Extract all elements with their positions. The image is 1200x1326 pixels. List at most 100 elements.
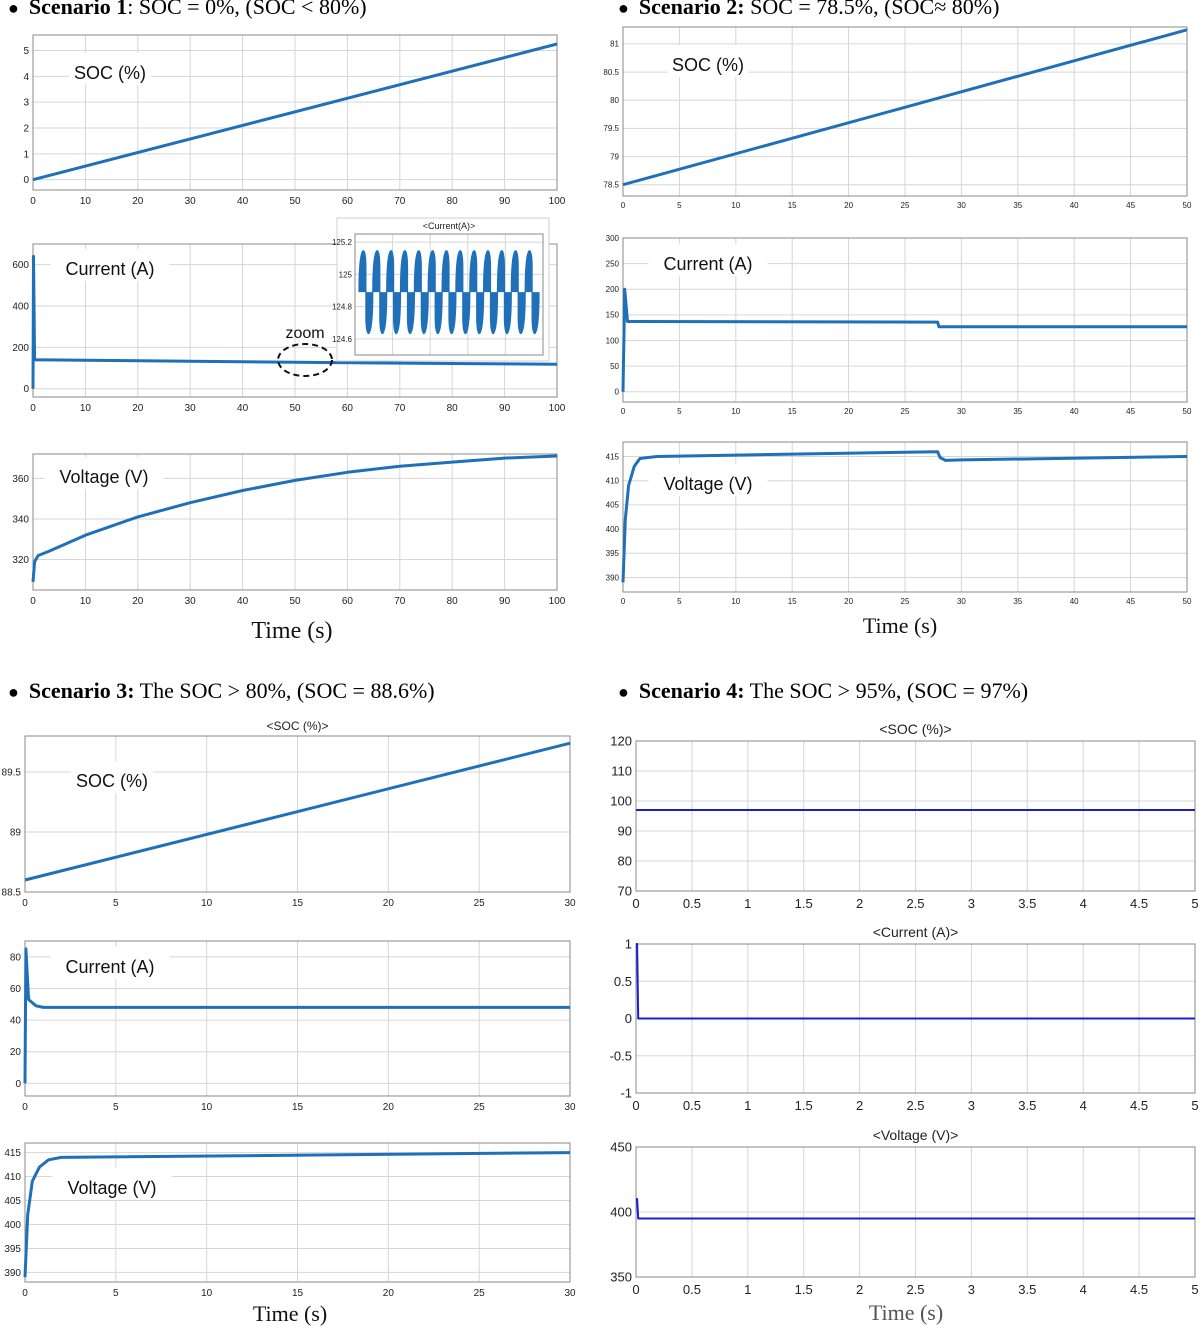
series-line — [636, 1198, 1195, 1220]
x-tick-label: 25 — [901, 597, 910, 606]
x-tick-label: 0 — [632, 896, 639, 911]
plot-frame — [32, 453, 558, 591]
y-tick-label: 300 — [606, 234, 620, 243]
x-tick-label: 20 — [132, 196, 144, 207]
y-tick-label: 79.5 — [603, 124, 619, 133]
x-tick-label: 1 — [744, 896, 751, 911]
x-tick-label: 100 — [549, 403, 566, 414]
x-tick-label: 30 — [957, 201, 966, 210]
x-tick-label: 40 — [1070, 407, 1079, 416]
chart-s2_cur: 0 5 10 15 20 25 30 35 40 45 50 0 50 100 150 200 250 300 Cu… — [606, 234, 1192, 416]
plot-frame — [24, 735, 571, 893]
x-tick-label: 4.5 — [1130, 1098, 1148, 1113]
y-tick-label: 79 — [610, 152, 619, 161]
x-tick-label: 0 — [621, 201, 626, 210]
y-tick-label: 0 — [23, 175, 29, 186]
x-tick-label: 10 — [80, 403, 92, 414]
x-tick-label: 40 — [237, 403, 249, 414]
chart-label: Current (A) — [65, 259, 154, 279]
x-tick-label: 4 — [1080, 1282, 1087, 1297]
x-tick-label: 25 — [901, 201, 910, 210]
x-tick-label: 25 — [474, 1288, 486, 1299]
x-tick-label: 0 — [22, 1288, 28, 1299]
x-tick-label: 35 — [1013, 597, 1022, 606]
plot-frame — [32, 34, 558, 191]
chart-title: <Voltage (V)> — [873, 1127, 959, 1143]
x-tick-label: 2.5 — [906, 896, 924, 911]
y-tick-label: 0.5 — [614, 974, 632, 989]
scenario-3-title: ● Scenario 3: The SOC > 80%, (SOC = 88.6%… — [8, 678, 435, 703]
y-tick-label: 50 — [610, 362, 619, 371]
label-backdrop — [648, 464, 768, 496]
x-tick-label: 40 — [1070, 201, 1079, 210]
series-line — [24, 741, 571, 882]
label-backdrop — [50, 249, 170, 281]
y-tick-label: 5 — [23, 46, 29, 57]
y-tick-label: 80 — [10, 952, 22, 963]
x-tick-label: 30 — [185, 596, 197, 607]
y-tick-label: 0 — [625, 1011, 632, 1026]
x-tick-label: 30 — [185, 403, 197, 414]
inset-tick-label: 125.2 — [332, 238, 353, 247]
series-line — [31, 454, 558, 583]
x-tick-label: 4 — [1080, 1098, 1087, 1113]
x-tick-label: 30 — [564, 898, 576, 909]
x-tick-label: 3.5 — [1018, 896, 1036, 911]
x-tick-label: 5 — [1191, 896, 1198, 911]
y-tick-label: 0 — [23, 384, 29, 395]
x-tick-label: 5 — [1191, 1282, 1198, 1297]
x-axis-title-3: Time (s) — [253, 1301, 327, 1326]
x-tick-label: 5 — [677, 201, 682, 210]
x-tick-label: 60 — [342, 403, 354, 414]
y-tick-label: 395 — [606, 549, 620, 558]
chart-s2_soc: 0 5 10 15 20 25 30 35 40 45 50 78.5 79 79.5 80 80.5 81 SO… — [603, 26, 1192, 210]
x-tick-label: 90 — [499, 403, 511, 414]
x-tick-label: 10 — [80, 596, 92, 607]
x-tick-label: 35 — [1013, 407, 1022, 416]
chart-s3_cur: 0 5 10 15 20 25 30 0 20 40 60 80 Current (A) — [10, 940, 576, 1113]
y-tick-label: 395 — [4, 1244, 21, 1255]
y-tick-label: 89 — [10, 828, 22, 839]
chart-s2_vol: 0 5 10 15 20 25 30 35 40 45 50 390 395 400 405 410 415 Vo… — [606, 441, 1192, 606]
x-tick-label: 30 — [957, 407, 966, 416]
x-tick-label: 20 — [844, 597, 853, 606]
x-tick-label: 2 — [856, 896, 863, 911]
series-line — [636, 943, 1195, 1020]
x-tick-label: 0 — [30, 196, 36, 207]
x-tick-label: 4 — [1080, 896, 1087, 911]
x-tick-label: 15 — [788, 201, 797, 210]
x-tick-label: 30 — [957, 597, 966, 606]
y-tick-label: 80.5 — [603, 68, 619, 77]
plot-frame — [622, 26, 1188, 197]
inset-title: <Current(A)> — [423, 221, 476, 231]
x-tick-label: 2.5 — [906, 1098, 924, 1113]
chart-label: Current (A) — [65, 957, 154, 977]
chart-s1_vol: 0 10 20 30 40 50 60 70 80 90 100 320 340 360 Voltage (… — [12, 453, 566, 607]
inset-tick-label: 124.6 — [332, 335, 353, 344]
inset-tick-label: 124.8 — [332, 303, 353, 312]
scenario-4-title: ● Scenario 4: The SOC > 95%, (SOC = 97%) — [618, 678, 1029, 703]
x-tick-label: 70 — [394, 196, 406, 207]
x-tick-label: 45 — [1126, 407, 1135, 416]
x-tick-label: 0.5 — [683, 1282, 701, 1297]
x-tick-label: 1.5 — [795, 1282, 813, 1297]
x-tick-label: 3 — [968, 1098, 975, 1113]
x-tick-label: 20 — [844, 407, 853, 416]
x-tick-label: 10 — [731, 407, 740, 416]
plot-frame — [635, 1146, 1196, 1278]
x-tick-label: 4.5 — [1130, 896, 1148, 911]
label-backdrop — [667, 45, 749, 77]
x-tick-label: 5 — [1191, 1098, 1198, 1113]
chart-label: SOC (%) — [672, 55, 744, 75]
y-tick-label: 415 — [4, 1148, 21, 1159]
y-tick-label: 3 — [23, 98, 29, 109]
x-tick-label: 25 — [474, 1102, 486, 1113]
y-tick-label: 88.5 — [2, 888, 22, 899]
zoom-ellipse — [277, 343, 333, 377]
x-tick-label: 0 — [22, 898, 28, 909]
x-tick-label: 20 — [132, 596, 144, 607]
y-tick-label: 1 — [23, 149, 29, 160]
x-tick-label: 25 — [901, 407, 910, 416]
label-backdrop — [69, 53, 151, 85]
y-tick-label: 200 — [12, 343, 29, 354]
